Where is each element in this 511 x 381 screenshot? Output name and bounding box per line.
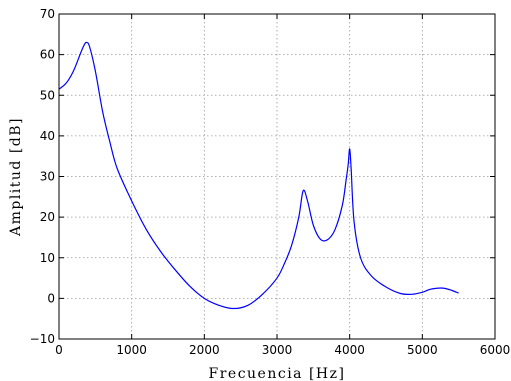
x-tick-label: 1000 xyxy=(116,343,147,357)
y-tick-label: 70 xyxy=(40,7,55,21)
x-tick-label: 6000 xyxy=(480,343,511,357)
y-tick-label: 20 xyxy=(40,210,55,224)
y-tick-labels: −10 0 10 20 30 40 50 60 70 xyxy=(30,7,55,346)
grid-lines xyxy=(59,14,495,339)
x-axis-label: Frecuencia [Hz] xyxy=(209,366,346,381)
y-tick-label: 10 xyxy=(40,251,55,265)
y-tick-label: 50 xyxy=(40,88,55,102)
axis-ticks xyxy=(58,13,496,340)
y-tick-label: 30 xyxy=(40,170,55,184)
y-tick-label: 0 xyxy=(47,291,55,305)
x-tick-label: 2000 xyxy=(189,343,220,357)
y-tick-label: 40 xyxy=(40,129,55,143)
series-line xyxy=(58,41,459,310)
x-tick-label: 0 xyxy=(55,343,63,357)
x-tick-label: 4000 xyxy=(334,343,365,357)
y-tick-label: 60 xyxy=(40,48,55,62)
x-tick-labels: 0 1000 2000 3000 4000 5000 6000 xyxy=(55,343,510,357)
y-axis-label: Amplitud [dB] xyxy=(8,117,24,237)
x-tick-label: 5000 xyxy=(407,343,438,357)
y-tick-label: −10 xyxy=(30,332,55,346)
series-layer xyxy=(58,41,459,310)
x-tick-label: 3000 xyxy=(262,343,293,357)
